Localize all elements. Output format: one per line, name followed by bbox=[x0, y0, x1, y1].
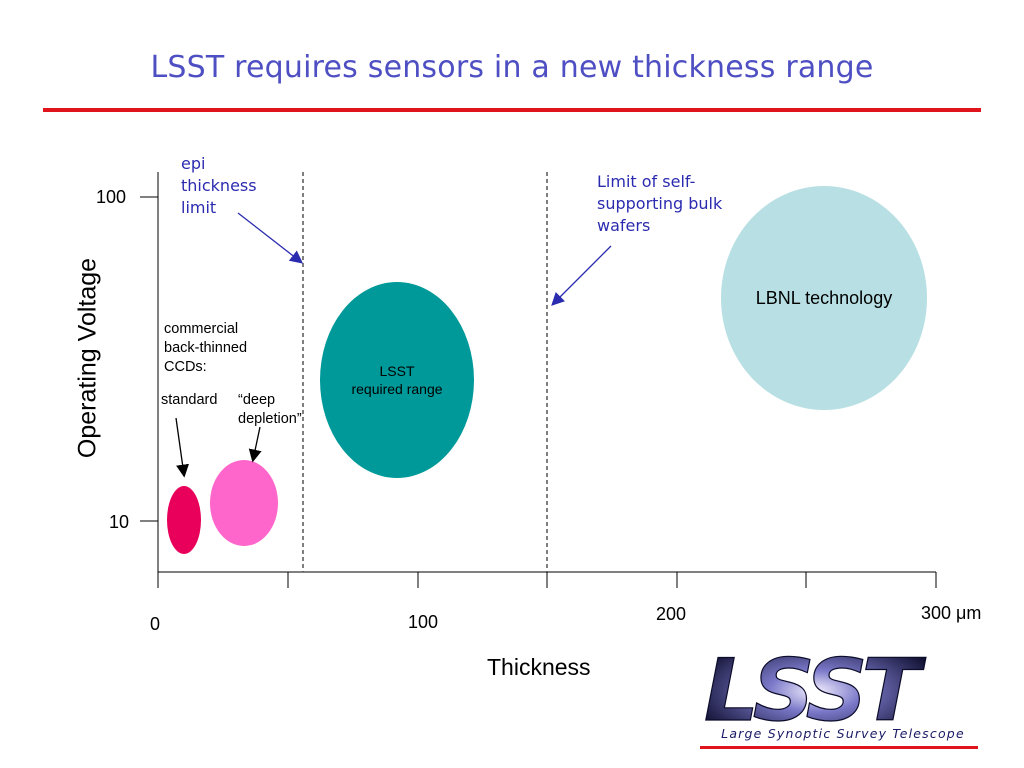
standard-arrow bbox=[175, 417, 189, 478]
x-axis-title: Thickness bbox=[487, 654, 591, 680]
lsst-logo-wordmark: LSST bbox=[704, 650, 927, 726]
lbnl-technology-label: LBNL technology bbox=[755, 288, 893, 308]
x-tick-label-300: 300 μm bbox=[921, 603, 982, 623]
lsst-logo-graphic: LSST bbox=[698, 640, 1000, 742]
x-tick-label-100: 100 bbox=[408, 612, 439, 632]
x-tick-label-200: 200 bbox=[656, 604, 687, 624]
bulk-limit-annotation: Limit of self- supporting bulk wafers bbox=[597, 172, 723, 235]
lsst-logo-underline bbox=[700, 746, 978, 749]
commercial-ccds-label: commercial back-thinned CCDs: bbox=[164, 321, 248, 375]
lsst-logo: LSST Large Synoptic Survey Telescope bbox=[698, 640, 1000, 755]
lsst-range-region bbox=[320, 282, 474, 478]
deep-depletion-arrow bbox=[248, 426, 262, 463]
x-tick-label-0: 0 bbox=[150, 614, 161, 634]
deep-depletion-label: “deep depletion” bbox=[238, 392, 302, 427]
y-axis-title: Operating Voltage bbox=[73, 257, 102, 459]
epi-limit-annotation: epi thickness limit bbox=[181, 154, 257, 217]
lsst-range-label: LSST required range bbox=[351, 363, 443, 397]
lbnl-region bbox=[721, 186, 927, 410]
bulk-limit-arrow bbox=[551, 245, 612, 306]
standard-ccd-region bbox=[167, 486, 201, 554]
standard-label: standard bbox=[161, 392, 218, 408]
y-tick-label-10: 10 bbox=[109, 512, 130, 532]
title-underline bbox=[43, 108, 981, 112]
y-tick-label-100: 100 bbox=[96, 187, 127, 207]
lsst-logo-subtitle: Large Synoptic Survey Telescope bbox=[721, 726, 965, 741]
page-title: LSST requires sensors in a new thickness… bbox=[150, 50, 874, 85]
epi-limit-arrow bbox=[237, 212, 304, 264]
deep-depletion-region bbox=[210, 460, 278, 546]
